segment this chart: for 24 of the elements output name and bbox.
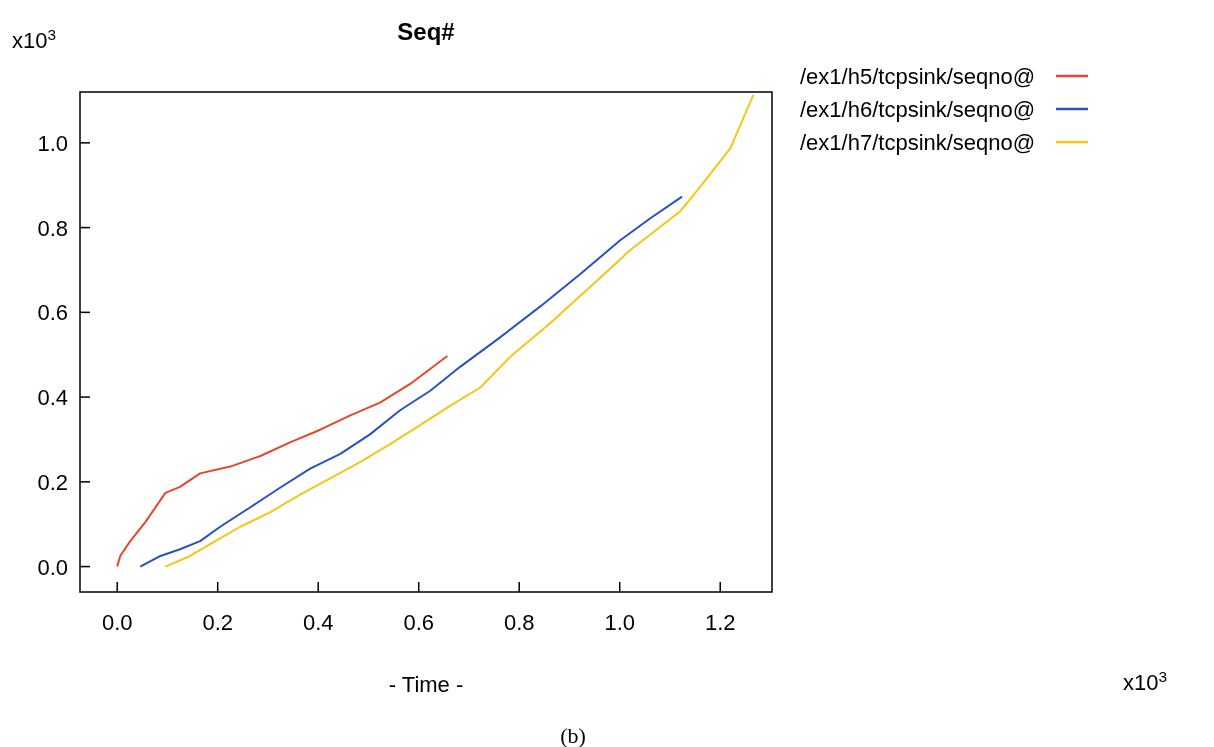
line-series (139, 195, 684, 568)
x-tick-label: 0.2 (202, 610, 233, 635)
text: (b) (560, 723, 586, 747)
x-tick-label: 0.0 (101, 610, 133, 635)
text: x10$^{3}$ (12, 25, 57, 53)
legend-label: /ex1/h5/tcpsink/seqno@ (800, 64, 1036, 89)
y-tick-label: 0.6 (37, 300, 68, 326)
x-axis-title: - Time - (388, 672, 464, 697)
x-tick-label: 0.4 (302, 610, 334, 635)
line-series (164, 93, 755, 568)
y-tick-label: 0.4 (37, 385, 68, 411)
x-tick-label: 0.6 (403, 610, 435, 635)
x-tick-label: 1.0 (604, 610, 636, 635)
legend-label: /ex1/h6/tcpsink/seqno@ (800, 97, 1036, 122)
y-tick-label: 0.0 (37, 554, 68, 580)
legend-label: /ex1/h7/tcpsink/seqno@ (800, 130, 1036, 155)
y-tick-label: 0.8 (37, 215, 68, 241)
x-tick-label: 0.8 (503, 610, 535, 635)
chart-title: Seq# (397, 18, 455, 45)
y-tick-label: 0.2 (37, 469, 68, 495)
x-tick-label: 1.2 (704, 610, 736, 635)
y-tick-label: 1.0 (37, 130, 68, 156)
line-series (116, 354, 449, 568)
text: x10$^{3}$ (1123, 667, 1168, 695)
